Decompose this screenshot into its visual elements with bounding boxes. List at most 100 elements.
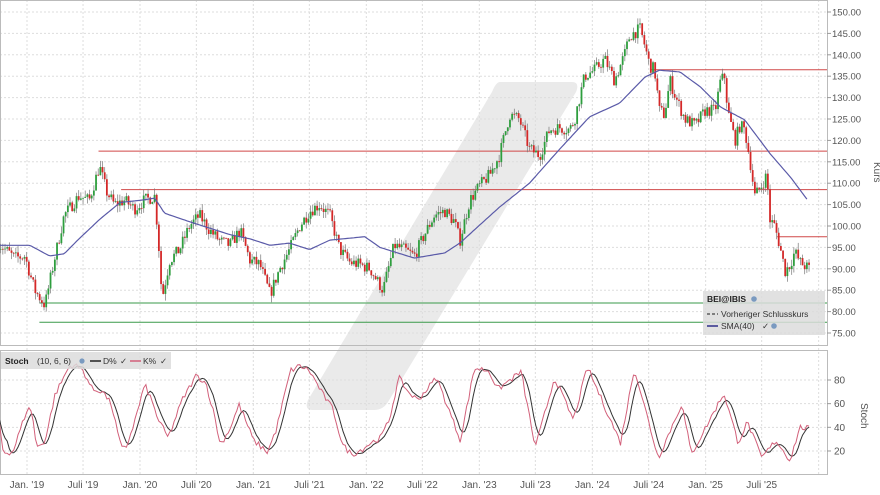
candle — [60, 226, 63, 245]
candle — [201, 204, 204, 227]
candle — [186, 223, 188, 242]
candle-body — [164, 285, 167, 294]
candle-body — [758, 187, 761, 189]
candle — [723, 72, 726, 84]
candle — [643, 31, 646, 48]
settings-icon[interactable] — [79, 358, 85, 364]
candle — [268, 276, 271, 288]
candle-body — [649, 58, 652, 73]
candle-body — [108, 195, 110, 198]
candle — [168, 263, 171, 280]
price-tick-label: 110.00 — [832, 179, 860, 190]
candle — [249, 250, 251, 268]
time-tick-label: Juli '23 — [520, 480, 551, 491]
candle-body — [86, 194, 89, 197]
candle-body — [550, 130, 553, 134]
candle — [662, 103, 665, 119]
time-tick-label: Juli '25 — [746, 480, 777, 491]
candle-body — [415, 253, 418, 257]
candle — [43, 296, 45, 311]
candle — [610, 64, 613, 75]
candle — [311, 204, 314, 217]
candle — [88, 189, 91, 201]
candle-body — [43, 302, 45, 308]
candle-body — [283, 259, 286, 270]
candle-body — [487, 169, 490, 183]
candle — [628, 36, 631, 42]
candle-body — [1, 248, 4, 250]
candle-body — [764, 173, 767, 188]
candle-body — [593, 64, 596, 72]
price-tick-label: 75.00 — [832, 329, 856, 340]
candle — [327, 203, 329, 215]
candle-body — [530, 145, 533, 147]
stoch-tick-label: 60 — [834, 399, 846, 410]
candle — [296, 227, 299, 237]
candle-body — [567, 128, 570, 133]
candle-body — [808, 262, 810, 265]
candle — [411, 246, 414, 254]
candle-body — [662, 107, 665, 118]
candle-body — [376, 277, 379, 280]
candle — [719, 75, 722, 93]
price-tick-label: 120.00 — [832, 136, 861, 147]
candle — [678, 93, 680, 107]
legend-d: D% — [103, 356, 117, 366]
candle-body — [144, 193, 147, 196]
candle-body — [361, 263, 364, 265]
candle-body — [196, 214, 199, 218]
candle-body — [515, 113, 518, 115]
candle — [151, 201, 154, 204]
candle-body — [630, 39, 633, 41]
candle-body — [131, 204, 134, 206]
candle — [470, 190, 472, 214]
candle-body — [673, 93, 676, 98]
candle-body — [541, 154, 544, 160]
settings-icon[interactable] — [751, 296, 757, 302]
candle — [805, 260, 808, 273]
price-tick-label: 150.00 — [832, 8, 861, 19]
time-tick-label: Juli '20 — [181, 480, 212, 491]
candle-body — [350, 261, 353, 265]
candle — [682, 113, 685, 120]
candle-body — [450, 213, 453, 223]
candle — [697, 113, 700, 127]
candle — [398, 238, 401, 249]
candle — [73, 204, 76, 213]
candle-body — [32, 277, 35, 280]
candle-body — [285, 254, 288, 260]
candle-body — [535, 150, 537, 153]
candle — [597, 59, 600, 69]
candle — [630, 38, 633, 41]
candle-body — [708, 107, 711, 116]
candle-body — [749, 151, 752, 171]
candle — [582, 74, 585, 89]
candle-body — [576, 106, 579, 124]
candle-body — [519, 118, 522, 125]
candle — [162, 281, 165, 295]
candle — [615, 72, 618, 89]
candle-body — [751, 170, 754, 182]
candle — [259, 254, 262, 271]
candle-body — [532, 145, 535, 153]
candle — [699, 111, 702, 124]
checkmark-icon[interactable]: ✓ — [762, 321, 769, 331]
candle-body — [212, 229, 214, 235]
candle-body — [528, 145, 531, 147]
time-axis: Jan. '19 Juli '19 Jan. '20 Juli '20 Jan. '21… — [10, 480, 778, 491]
candle-body — [621, 56, 624, 65]
checkmark-icon[interactable]: ✓ — [160, 356, 167, 366]
candle-body — [792, 253, 795, 266]
candle — [619, 64, 622, 76]
candle-body — [667, 91, 670, 108]
candle-body — [563, 132, 566, 135]
candle — [756, 182, 758, 194]
settings-icon[interactable] — [771, 323, 777, 329]
candle-body — [623, 49, 626, 57]
candle — [587, 77, 589, 81]
stoch-legend: Stoch (10, 6, 6) D% ✓ K% ✓ — [1, 352, 171, 369]
time-tick-label: Juli '19 — [68, 480, 99, 491]
checkmark-icon[interactable]: ✓ — [120, 356, 127, 366]
candle-body — [740, 121, 743, 133]
candle — [606, 49, 609, 72]
